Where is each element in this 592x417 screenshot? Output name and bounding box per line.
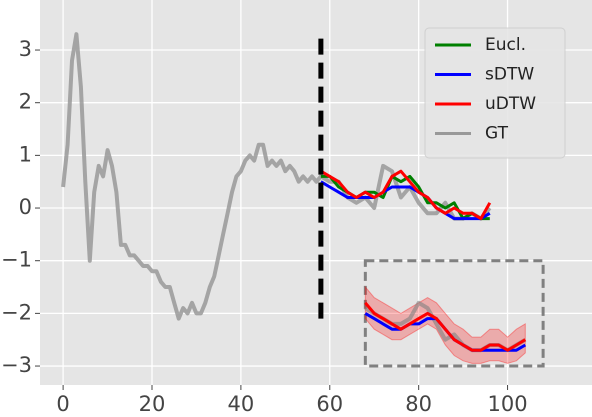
y-tick-label: 2: [19, 90, 32, 114]
y-tick-label: −1: [1, 248, 32, 272]
x-tick-label: 60: [316, 392, 343, 416]
series-line: [61, 32, 492, 321]
inset-line: [364, 301, 527, 352]
legend-label: Eucl.: [485, 35, 526, 55]
y-tick-label: 0: [19, 195, 32, 219]
y-tick-label: −2: [1, 300, 32, 324]
series-line: [320, 169, 492, 221]
series-line: [320, 180, 491, 221]
y-tick-label: 1: [19, 142, 32, 166]
x-tick-label: 20: [139, 392, 166, 416]
legend-box: [424, 27, 566, 159]
legend-label: GT: [485, 124, 509, 144]
y-tick-label: −3: [1, 353, 32, 377]
uncertainty-band: [364, 285, 526, 364]
legend-label: uDTW: [485, 94, 536, 114]
x-tick-label: 40: [228, 392, 255, 416]
x-tick-label: 0: [56, 392, 69, 416]
legend-label: sDTW: [485, 65, 534, 85]
y-tick-label: 3: [19, 37, 32, 61]
x-tick-label: 80: [405, 392, 432, 416]
inset-box: [363, 259, 545, 368]
x-tick-label: 100: [488, 392, 528, 416]
